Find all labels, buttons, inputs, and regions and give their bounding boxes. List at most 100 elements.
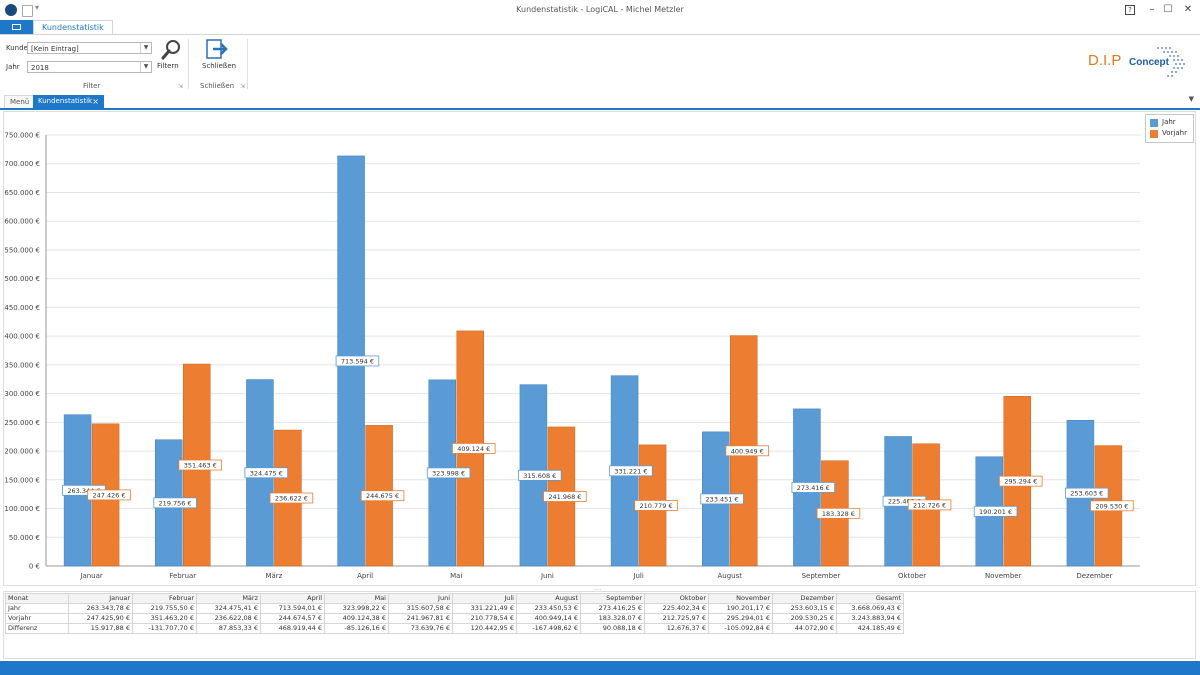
table-cell[interactable]: 295.294,01 € xyxy=(708,613,773,624)
svg-text:713.594 €: 713.594 € xyxy=(341,357,374,365)
panel-splitter[interactable]: .... xyxy=(0,585,1200,592)
table-cell[interactable]: 273.416,25 € xyxy=(580,603,645,614)
quick-access-dropdown-icon[interactable]: ▾ xyxy=(35,3,40,12)
tab-menu[interactable]: Menü xyxy=(4,95,36,108)
table-cell[interactable]: 73.639,76 € xyxy=(388,623,453,634)
close-window-button[interactable]: ✕ xyxy=(1183,4,1193,15)
table-cell[interactable]: 87.853,33 € xyxy=(196,623,261,634)
column-header[interactable]: Gesamt xyxy=(836,593,904,604)
table-cell[interactable]: 351.463,20 € xyxy=(132,613,197,624)
data-label-vorjahr: 244.675 € xyxy=(360,490,405,502)
table-cell[interactable]: 247.425,90 € xyxy=(68,613,133,624)
dialog-launcher-icon[interactable]: ⇲ xyxy=(240,83,246,90)
table-cell[interactable]: 400.949,14 € xyxy=(516,613,581,624)
table-cell[interactable]: 468.919,44 € xyxy=(260,623,325,634)
column-header[interactable]: Januar xyxy=(68,593,133,604)
column-header[interactable]: Dezember xyxy=(772,593,837,604)
x-tick-label: April xyxy=(357,572,373,580)
column-header[interactable]: Juni xyxy=(388,593,453,604)
file-menu-button[interactable] xyxy=(0,20,33,34)
table-cell[interactable]: 90.088,18 € xyxy=(580,623,645,634)
app-logo-icon[interactable] xyxy=(5,4,17,16)
svg-text:323.998 €: 323.998 € xyxy=(432,469,465,477)
table-cell[interactable]: 212.725,97 € xyxy=(644,613,709,624)
dialog-launcher-icon[interactable]: ⇲ xyxy=(178,83,184,90)
column-header[interactable]: März xyxy=(196,593,261,604)
minimize-button[interactable]: – xyxy=(1149,4,1155,15)
table-cell[interactable]: 210.778,54 € xyxy=(452,613,517,624)
filter-button-label: Filtern xyxy=(157,62,179,70)
table-cell[interactable]: 244.674,57 € xyxy=(260,613,325,624)
table-cell[interactable]: 324.475,41 € xyxy=(196,603,261,614)
tab-list-dropdown-icon[interactable]: ▼ xyxy=(1188,95,1194,103)
table-cell[interactable]: -131.707,70 € xyxy=(132,623,197,634)
table-cell[interactable]: 409.124,38 € xyxy=(324,613,389,624)
chevron-down-icon[interactable]: ▼ xyxy=(140,62,151,72)
column-header[interactable]: Februar xyxy=(132,593,197,604)
column-header[interactable]: August xyxy=(516,593,581,604)
svg-text:400.949 €: 400.949 € xyxy=(731,447,764,455)
table-cell[interactable]: 183.328,07 € xyxy=(580,613,645,624)
svg-text:225.402 €: 225.402 € xyxy=(888,498,921,506)
exit-icon xyxy=(206,39,228,59)
table-cell[interactable]: 209.530,25 € xyxy=(772,613,837,624)
column-header[interactable]: Oktober xyxy=(644,593,709,604)
jahr-combobox[interactable]: 2018 ▼ xyxy=(27,61,152,73)
table-cell[interactable]: 424.185,49 € xyxy=(836,623,904,634)
close-button-label: Schließen xyxy=(202,62,237,70)
table-cell[interactable]: 3.668.069,43 € xyxy=(836,603,904,614)
close-tab-icon[interactable]: × xyxy=(92,97,99,106)
column-header[interactable]: Monat xyxy=(5,593,69,604)
tab-kundenstatistik-document[interactable]: Kundenstatistik × xyxy=(33,95,104,108)
column-header[interactable]: November xyxy=(708,593,773,604)
row-header-cell[interactable]: Differenz xyxy=(5,623,69,634)
document-tab-bar: Menü Kundenstatistik × ▼ xyxy=(0,93,1200,110)
kunde-combobox[interactable]: [Kein Eintrag] ▼ xyxy=(27,42,152,54)
data-label-vorjahr: 351.463 € xyxy=(178,459,222,471)
table-cell[interactable]: 190.201,17 € xyxy=(708,603,773,614)
table-cell[interactable]: 713.594,01 € xyxy=(260,603,325,614)
table-row[interactable]: Vorjahr 247.425,90 €351.463,20 €236.622,0… xyxy=(5,613,904,624)
table-cell[interactable]: -167.498,62 € xyxy=(516,623,581,634)
table-cell[interactable]: 315.607,58 € xyxy=(388,603,453,614)
close-button[interactable]: Schließen xyxy=(199,37,237,75)
table-cell[interactable]: 263.343,78 € xyxy=(68,603,133,614)
row-header-cell[interactable]: Vorjahr xyxy=(5,613,69,624)
chevron-down-icon[interactable]: ▼ xyxy=(140,43,151,53)
table-cell[interactable]: 219.755,50 € xyxy=(132,603,197,614)
table-row[interactable]: Jahr 263.343,78 €219.755,50 €324.475,41 €… xyxy=(5,603,904,614)
table-cell[interactable]: -85.126,16 € xyxy=(324,623,389,634)
table-cell[interactable]: 323.998,22 € xyxy=(324,603,389,614)
table-cell[interactable]: 3.243.883,94 € xyxy=(836,613,904,624)
table-cell[interactable]: 120.442,95 € xyxy=(452,623,517,634)
table-cell[interactable]: -105.092,84 € xyxy=(708,623,773,634)
column-header[interactable]: April xyxy=(260,593,325,604)
table-cell[interactable]: 241.967,81 € xyxy=(388,613,453,624)
svg-text:273.416 €: 273.416 € xyxy=(797,484,830,492)
column-header[interactable]: Juli xyxy=(452,593,517,604)
table-cell[interactable]: 225.402,34 € xyxy=(644,603,709,614)
maximize-button[interactable]: ☐ xyxy=(1163,4,1173,15)
group-separator xyxy=(247,39,248,89)
table-cell[interactable]: 253.603,15 € xyxy=(772,603,837,614)
table-cell[interactable]: 236.622,08 € xyxy=(196,613,261,624)
data-label-jahr: 233.451 € xyxy=(700,493,744,505)
table-cell[interactable]: 15.917,88 € xyxy=(68,623,133,634)
table-cell[interactable]: 331.221,49 € xyxy=(452,603,517,614)
row-header-cell[interactable]: Jahr xyxy=(5,603,69,614)
table-cell[interactable]: 233.450,53 € xyxy=(516,603,581,614)
svg-text:295.294 €: 295.294 € xyxy=(1004,478,1037,486)
quick-access-icon[interactable] xyxy=(22,5,33,17)
data-label-jahr: 315.608 € xyxy=(518,469,562,481)
table-row[interactable]: Differenz 15.917,88 € -131.707,70 €87.853,… xyxy=(5,623,904,634)
column-header[interactable]: Mai xyxy=(324,593,389,604)
splitter-grip-icon[interactable]: .... xyxy=(594,585,602,592)
legend-swatch-vorjahr xyxy=(1150,130,1158,138)
help-button[interactable]: ? xyxy=(1118,1,1142,19)
column-header[interactable]: September xyxy=(580,593,645,604)
table-cell[interactable]: 44.072,90 € xyxy=(772,623,837,634)
table-cell[interactable]: 12.676,37 € xyxy=(644,623,709,634)
tab-kundenstatistik[interactable]: Kundenstatistik xyxy=(33,20,113,35)
data-label-vorjahr: 400.949 € xyxy=(725,445,770,457)
filter-button[interactable]: Filtern xyxy=(156,37,184,75)
